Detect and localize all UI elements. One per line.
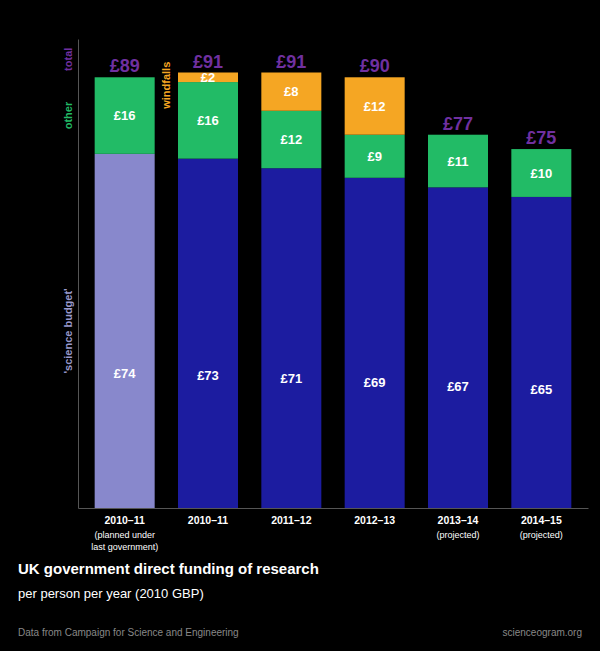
data-labels: £74 £73 £71 £69 £67 £65 £16 £16 £12 £9 £11 £10 £2 £8 £… bbox=[110, 52, 557, 398]
bar-label: £11 bbox=[448, 154, 469, 169]
total-label: £75 bbox=[526, 128, 556, 148]
x-tick-label: 2010–11 bbox=[188, 514, 228, 526]
bar-segment bbox=[428, 187, 488, 508]
x-tick-label-line: 2010–11 bbox=[105, 514, 145, 526]
x-tick-label-line: 2012–13 bbox=[354, 514, 395, 526]
x-tick-label: 2012–13 bbox=[354, 514, 395, 526]
series-label: windfalls bbox=[160, 62, 172, 110]
bar-label: £74 bbox=[114, 366, 136, 381]
series-labels: total other 'science budget' windfalls bbox=[62, 48, 172, 374]
bar-segment bbox=[511, 149, 571, 197]
x-tick-label: 2010–11 (planned under last government) bbox=[91, 514, 158, 552]
bar-label: £9 bbox=[367, 149, 381, 164]
bar-label: £71 bbox=[280, 371, 302, 386]
bar-segment bbox=[261, 73, 321, 111]
bar-label: £69 bbox=[364, 375, 386, 390]
x-tick-label: 2013–14 (projected) bbox=[436, 514, 479, 540]
x-tick-label-line: 2010–11 bbox=[188, 514, 228, 526]
source: Data from Campaign for Science and Engin… bbox=[18, 627, 239, 638]
x-tick: 2011–12 bbox=[271, 514, 311, 526]
bar-label: £16 bbox=[114, 108, 136, 123]
bar-label: £67 bbox=[447, 379, 469, 394]
bar-segment bbox=[95, 77, 155, 78]
x-tick-label-line: (projected) bbox=[520, 530, 563, 540]
bar-segment bbox=[178, 82, 238, 159]
bar-label: £12 bbox=[364, 99, 386, 114]
x-tick-label-line: 2014–15 bbox=[521, 514, 562, 526]
title: UK government direct funding of research bbox=[18, 560, 319, 577]
bar-segment bbox=[511, 197, 571, 508]
series-label: 'science budget' bbox=[62, 288, 74, 374]
total-label: £91 bbox=[193, 52, 223, 72]
subtitle: per person per year (2010 GBP) bbox=[18, 586, 204, 601]
total-label: £77 bbox=[443, 114, 473, 134]
bar-segment bbox=[428, 134, 488, 135]
bar-segment bbox=[261, 168, 321, 508]
x-tick: 2013–14 (projected) bbox=[436, 514, 479, 540]
bar-segment bbox=[178, 159, 238, 508]
bar-label: £73 bbox=[197, 368, 219, 383]
x-tick-label-line: (planned under bbox=[94, 530, 155, 540]
total-label: £89 bbox=[110, 56, 140, 76]
series-label: other bbox=[62, 101, 74, 129]
chart: £74 £73 £71 £69 £67 £65 £16 £16 £12 £9 £11 £10 £2 £8 £… bbox=[0, 0, 600, 651]
x-axis-line bbox=[79, 508, 589, 509]
bar-label: £10 bbox=[530, 166, 552, 181]
x-tick: 2012–13 bbox=[354, 514, 395, 526]
x-axis: 2010–11(planned underlast government)201… bbox=[79, 509, 589, 553]
bar-segment bbox=[345, 77, 405, 134]
x-tick: 2010–11 bbox=[188, 514, 228, 526]
bars bbox=[95, 73, 572, 509]
x-tick-label-line: 2011–12 bbox=[271, 514, 311, 526]
total-label: £90 bbox=[360, 56, 390, 76]
background bbox=[0, 0, 600, 651]
bar-label: £8 bbox=[284, 84, 298, 99]
bar-label: £2 bbox=[201, 70, 215, 85]
bar-segment bbox=[261, 111, 321, 168]
bar-segment bbox=[428, 135, 488, 188]
x-tick: 2014–15 (projected) bbox=[520, 514, 563, 540]
total-label: £91 bbox=[276, 52, 306, 72]
x-tick: 2010–11 (planned under last government) bbox=[91, 514, 158, 552]
y-axis-line bbox=[78, 40, 79, 509]
bar-label: £16 bbox=[197, 113, 219, 128]
x-tick-label-line: (projected) bbox=[436, 530, 479, 540]
bar-segment bbox=[511, 149, 571, 150]
x-tick-label: 2014–15 (projected) bbox=[520, 514, 563, 540]
bar-segment bbox=[95, 154, 155, 508]
website: scienceogram.org bbox=[503, 627, 582, 638]
bar-label: £12 bbox=[280, 132, 302, 147]
series-label: total bbox=[62, 48, 74, 71]
bar-label: £65 bbox=[530, 382, 552, 397]
bar-segment bbox=[345, 135, 405, 178]
x-tick-label: 2011–12 bbox=[271, 514, 311, 526]
y-axis bbox=[78, 40, 79, 509]
x-tick-label-line: last government) bbox=[91, 542, 158, 552]
x-tick-label-line: 2013–14 bbox=[438, 514, 479, 526]
bar-segment bbox=[345, 178, 405, 508]
bar-segment bbox=[95, 77, 155, 154]
